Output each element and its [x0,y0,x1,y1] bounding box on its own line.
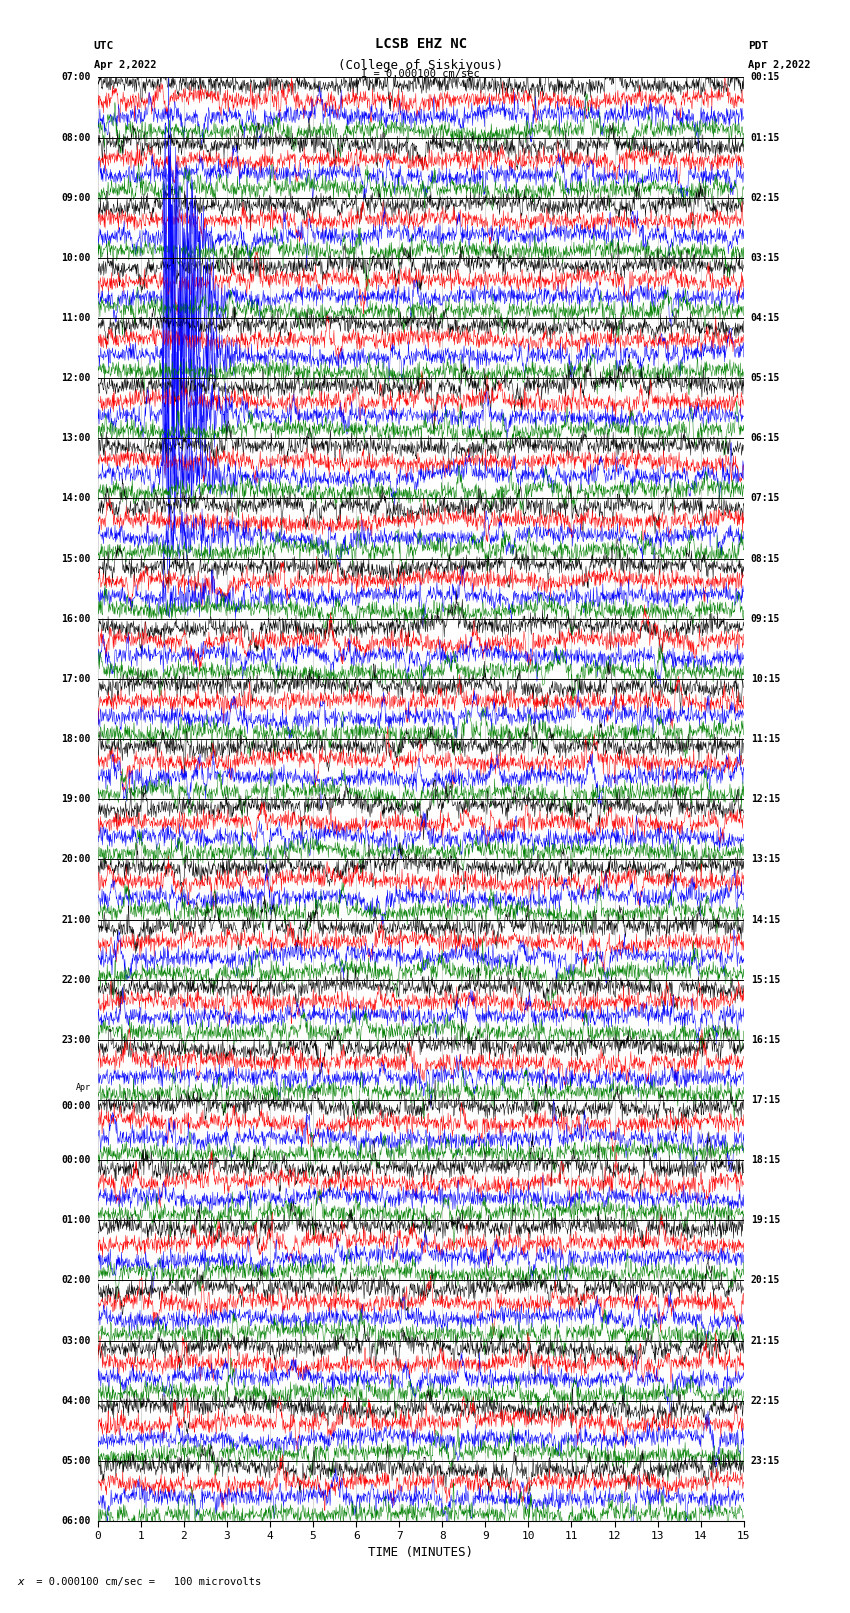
Text: 00:15: 00:15 [751,73,780,82]
Text: x: x [17,1578,24,1587]
Text: 04:15: 04:15 [751,313,780,323]
Text: 15:00: 15:00 [61,553,91,563]
Text: 10:15: 10:15 [751,674,780,684]
Text: 17:15: 17:15 [751,1095,780,1105]
Text: 16:00: 16:00 [61,615,91,624]
Text: 06:15: 06:15 [751,434,780,444]
Text: 21:15: 21:15 [751,1336,780,1345]
Text: 01:00: 01:00 [61,1215,91,1226]
Text: = 0.000100 cm/sec =   100 microvolts: = 0.000100 cm/sec = 100 microvolts [30,1578,261,1587]
Text: 05:15: 05:15 [751,373,780,384]
Text: 12:15: 12:15 [751,794,780,805]
Text: 05:00: 05:00 [61,1457,91,1466]
Text: I = 0.000100 cm/sec: I = 0.000100 cm/sec [361,69,480,79]
Text: 20:00: 20:00 [61,855,91,865]
Text: 11:15: 11:15 [751,734,780,744]
Text: 09:00: 09:00 [61,192,91,203]
Text: 22:15: 22:15 [751,1395,780,1407]
Text: 03:15: 03:15 [751,253,780,263]
Text: Apr 2,2022: Apr 2,2022 [94,60,156,71]
X-axis label: TIME (MINUTES): TIME (MINUTES) [368,1545,473,1558]
Text: 13:15: 13:15 [751,855,780,865]
Text: 10:00: 10:00 [61,253,91,263]
Text: 18:00: 18:00 [61,734,91,744]
Text: 01:15: 01:15 [751,132,780,142]
Text: Apr 2,2022: Apr 2,2022 [748,60,811,71]
Text: 20:15: 20:15 [751,1276,780,1286]
Text: 07:00: 07:00 [61,73,91,82]
Text: UTC: UTC [94,40,114,50]
Text: 21:00: 21:00 [61,915,91,924]
Text: 13:00: 13:00 [61,434,91,444]
Text: 02:00: 02:00 [61,1276,91,1286]
Text: 04:00: 04:00 [61,1395,91,1407]
Text: 00:00: 00:00 [61,1155,91,1165]
Text: PDT: PDT [748,40,768,50]
Text: LCSB EHZ NC: LCSB EHZ NC [375,37,467,50]
Text: 12:00: 12:00 [61,373,91,384]
Text: 14:00: 14:00 [61,494,91,503]
Text: 22:00: 22:00 [61,974,91,984]
Text: 07:15: 07:15 [751,494,780,503]
Text: (College of Siskiyous): (College of Siskiyous) [338,58,503,73]
Text: 09:15: 09:15 [751,615,780,624]
Text: 16:15: 16:15 [751,1036,780,1045]
Text: 11:00: 11:00 [61,313,91,323]
Text: 23:00: 23:00 [61,1036,91,1045]
Text: 14:15: 14:15 [751,915,780,924]
Text: 18:15: 18:15 [751,1155,780,1165]
Text: 17:00: 17:00 [61,674,91,684]
Text: 19:15: 19:15 [751,1215,780,1226]
Text: 00:00: 00:00 [61,1102,91,1111]
Text: 19:00: 19:00 [61,794,91,805]
Text: 15:15: 15:15 [751,974,780,984]
Text: 02:15: 02:15 [751,192,780,203]
Text: Apr: Apr [76,1082,91,1092]
Text: 23:15: 23:15 [751,1457,780,1466]
Text: 06:00: 06:00 [61,1516,91,1526]
Text: 08:15: 08:15 [751,553,780,563]
Text: 03:00: 03:00 [61,1336,91,1345]
Text: 08:00: 08:00 [61,132,91,142]
